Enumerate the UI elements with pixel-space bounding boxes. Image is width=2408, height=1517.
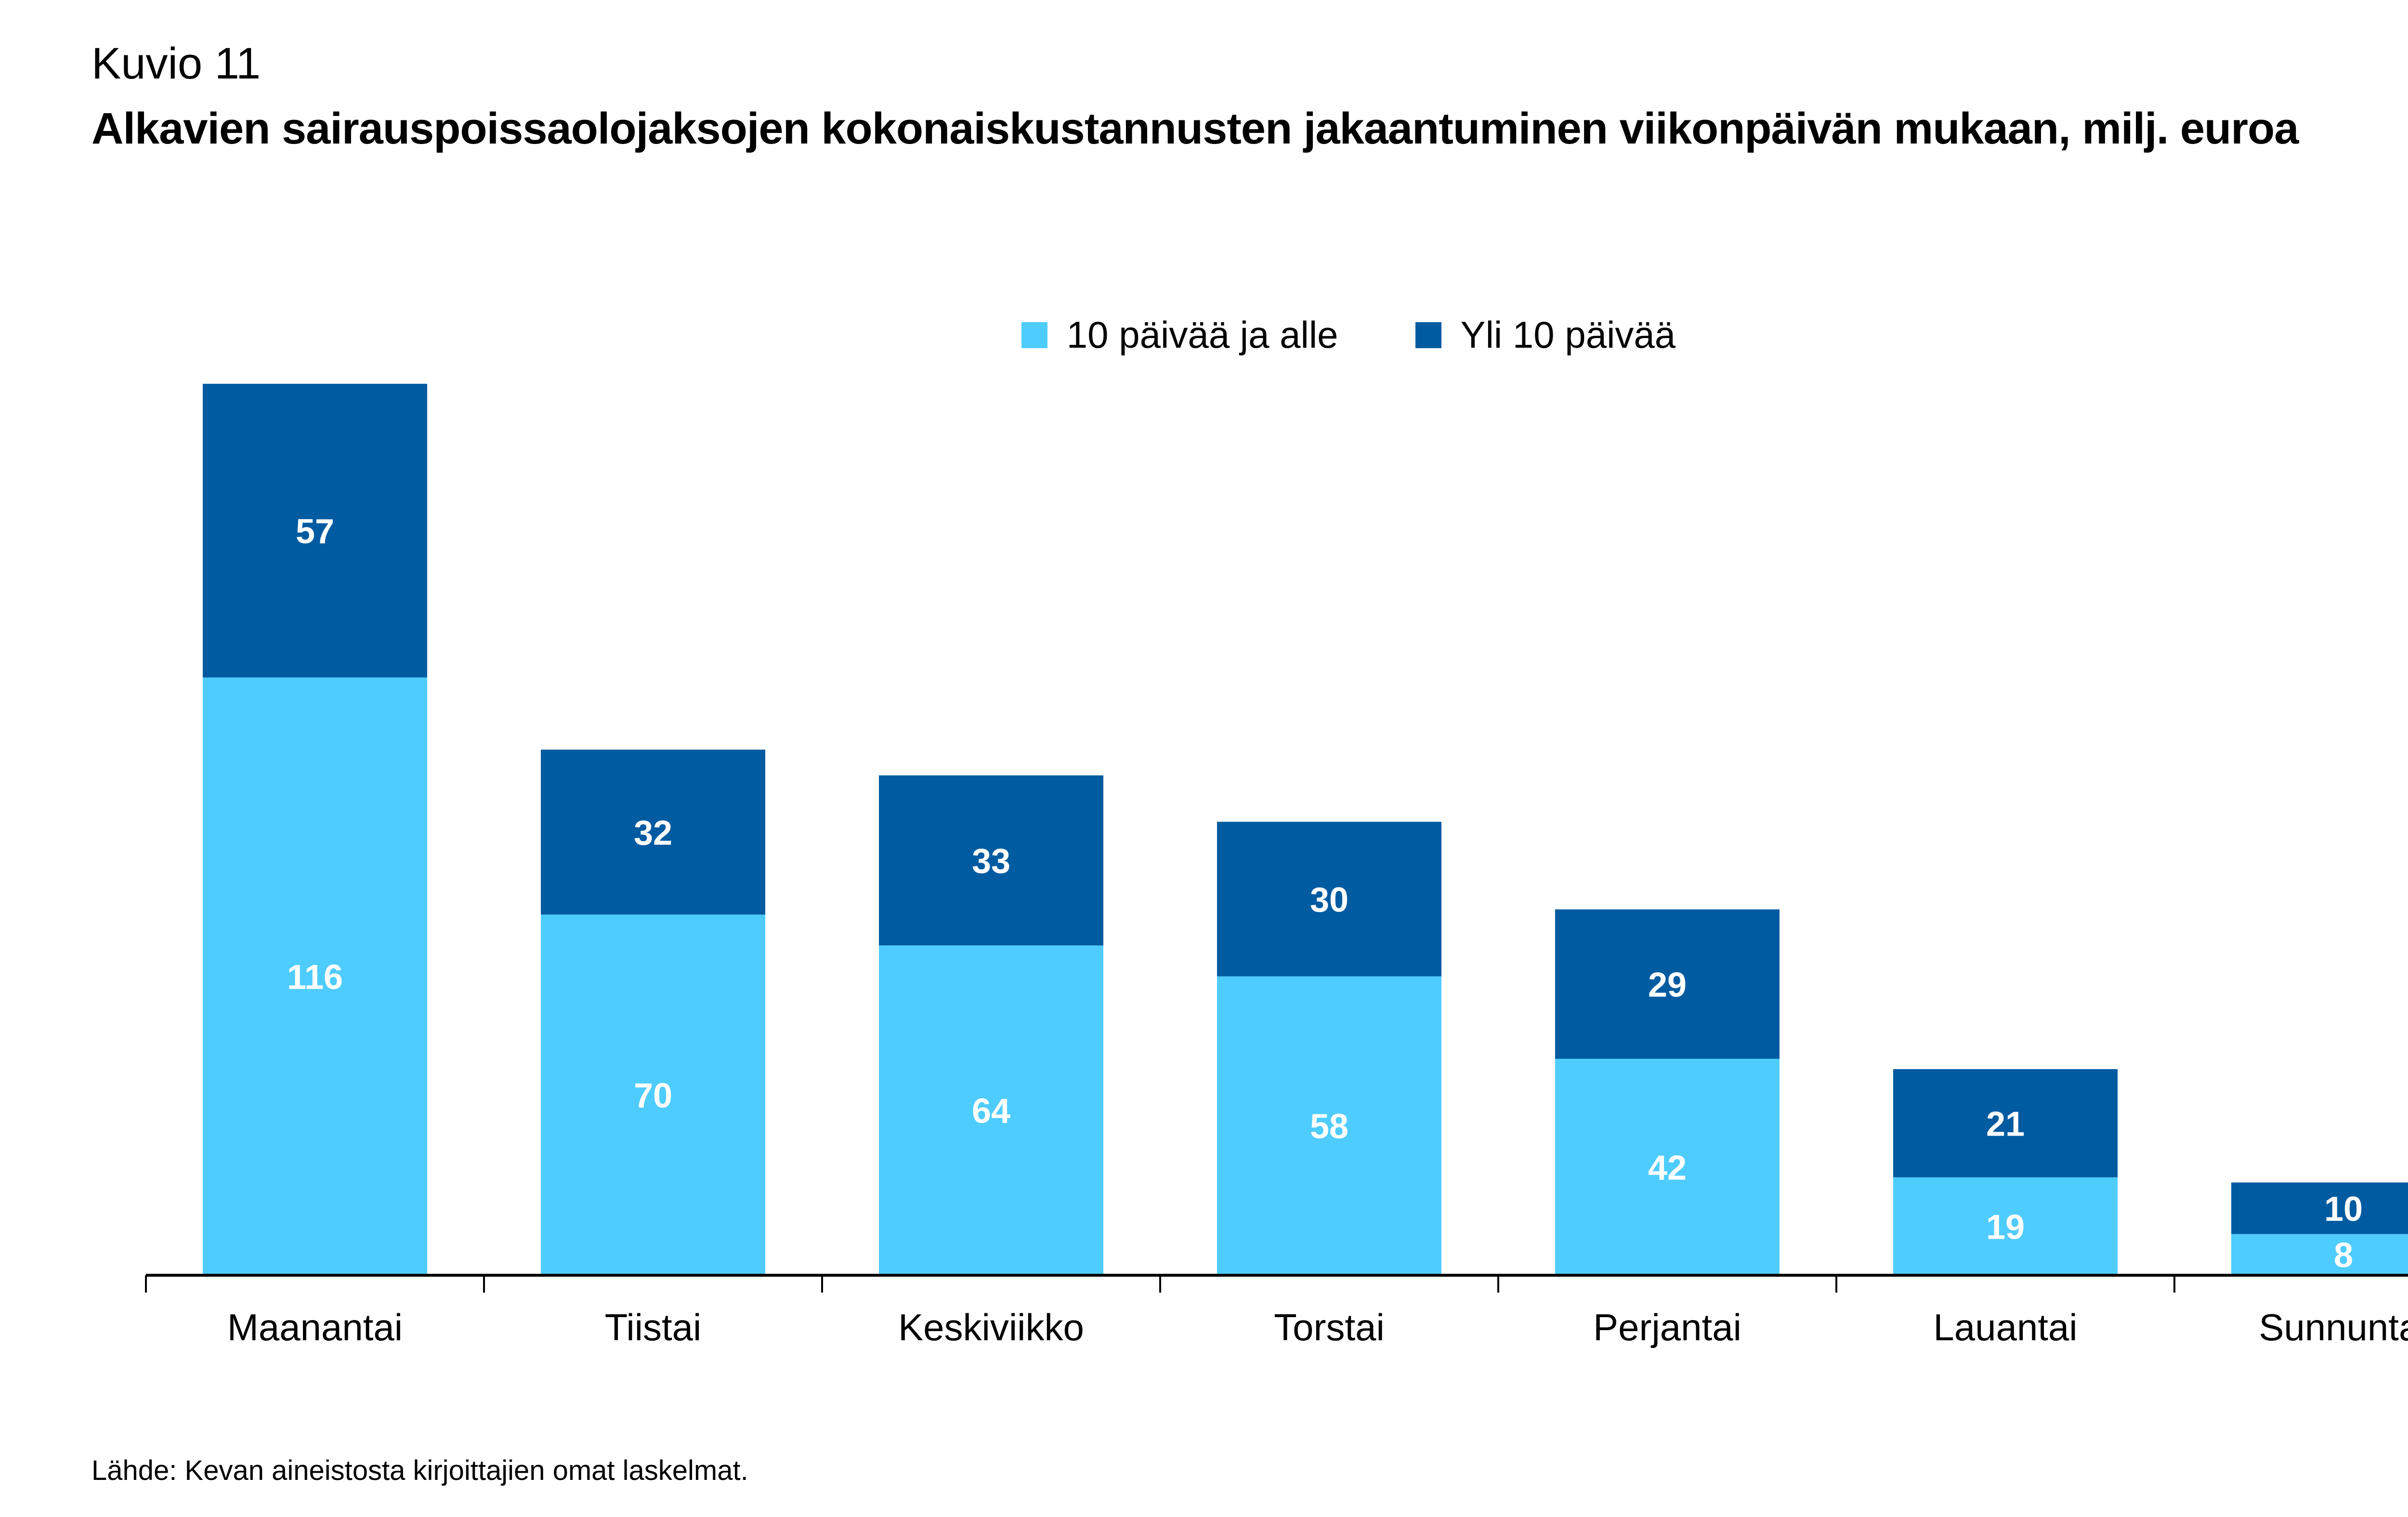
data-label: 21: [1986, 1105, 2025, 1143]
bar-segment-short: [1555, 1059, 1780, 1275]
data-label: 19: [1986, 1208, 2025, 1246]
bar-segment-long: [2231, 1182, 2408, 1234]
legend-item-short: 10 päivää ja alle: [1021, 313, 1338, 357]
data-label: 57: [296, 512, 334, 551]
data-label: 116: [287, 958, 343, 996]
data-label: 32: [634, 814, 672, 852]
bar-segment-long: [541, 749, 765, 915]
x-tick-label: Sunnuntai: [2259, 1306, 2408, 1348]
source-note: Lähde: Kevan aineistosta kirjoittajien o…: [92, 1455, 748, 1486]
bar-segment-short: [1217, 976, 1441, 1275]
x-tick-label: Tiistai: [605, 1306, 702, 1348]
legend-swatch-long: [1415, 322, 1441, 348]
bar-segment-short: [2231, 1234, 2408, 1275]
legend-item-long: Yli 10 päivää: [1415, 313, 1676, 357]
bar-segment-long: [879, 775, 1103, 946]
bar-segment-short: [203, 677, 427, 1275]
bar-segment-short: [541, 915, 765, 1275]
legend-swatch-short: [1021, 322, 1047, 348]
x-tick-label: Perjantai: [1593, 1306, 1741, 1348]
chart-title: Alkavien sairauspoissaolojaksojen kokona…: [92, 104, 2299, 153]
bar-segment-long: [203, 383, 427, 678]
data-label: 42: [1648, 1149, 1687, 1187]
bar-segment-short: [879, 945, 1103, 1275]
data-label: 70: [634, 1077, 672, 1115]
bar-segment-short: [1893, 1177, 2118, 1275]
data-label: 10: [2324, 1190, 2363, 1229]
bar-segment-long: [1893, 1069, 2118, 1177]
x-tick-label: Lauantai: [1933, 1306, 2077, 1348]
data-label: 33: [972, 842, 1010, 881]
bar-segment-long: [1555, 909, 1780, 1059]
legend: 10 päivää ja alle Yli 10 päivää: [0, 313, 2408, 357]
x-tick-label: Keskiviikko: [898, 1306, 1084, 1348]
x-tick-label: Maanantai: [227, 1306, 403, 1348]
data-label: 30: [1310, 881, 1348, 919]
data-label: 58: [1310, 1108, 1348, 1146]
legend-label-long: Yli 10 päivää: [1460, 314, 1676, 356]
figure-label: Kuvio 11: [92, 39, 261, 88]
data-label: 29: [1648, 966, 1687, 1004]
bar-segment-long: [1217, 822, 1441, 977]
legend-label-short: 10 päivää ja alle: [1066, 314, 1338, 356]
data-label: 8: [2334, 1236, 2353, 1275]
x-tick-label: Torstai: [1274, 1306, 1385, 1348]
data-label: 64: [972, 1092, 1010, 1131]
